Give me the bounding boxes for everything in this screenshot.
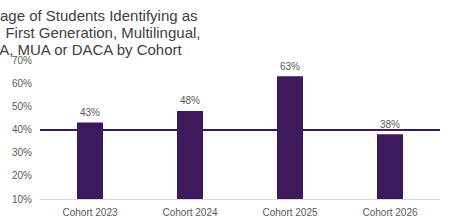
svg-text:20%: 20% <box>12 170 32 181</box>
svg-text:63%: 63% <box>280 61 300 72</box>
svg-text:Cohort 2023: Cohort 2023 <box>62 207 117 218</box>
svg-text:40%: 40% <box>12 124 32 135</box>
svg-text:Cohort 2025: Cohort 2025 <box>262 207 317 218</box>
svg-text:60%: 60% <box>12 78 32 89</box>
svg-text:30%: 30% <box>12 147 32 158</box>
svg-text:Cohort 2026: Cohort 2026 <box>362 207 417 218</box>
svg-text:38%: 38% <box>380 119 400 130</box>
svg-text:Veteran, First Generation, Mul: Veteran, First Generation, Multilingual, <box>0 24 205 41</box>
svg-text:70%: 70% <box>12 54 32 66</box>
svg-text:50%: 50% <box>12 101 32 112</box>
svg-text:48%: 48% <box>180 95 200 106</box>
svg-text:43%: 43% <box>80 107 100 118</box>
svg-text:Percentage of Students Identif: Percentage of Students Identifying as <box>0 7 202 24</box>
svg-text:HPSA, MUA or DACA by Cohort: HPSA, MUA or DACA by Cohort <box>0 41 183 58</box>
svg-text:10%: 10% <box>12 194 32 205</box>
svg-text:Cohort 2024: Cohort 2024 <box>162 207 217 218</box>
